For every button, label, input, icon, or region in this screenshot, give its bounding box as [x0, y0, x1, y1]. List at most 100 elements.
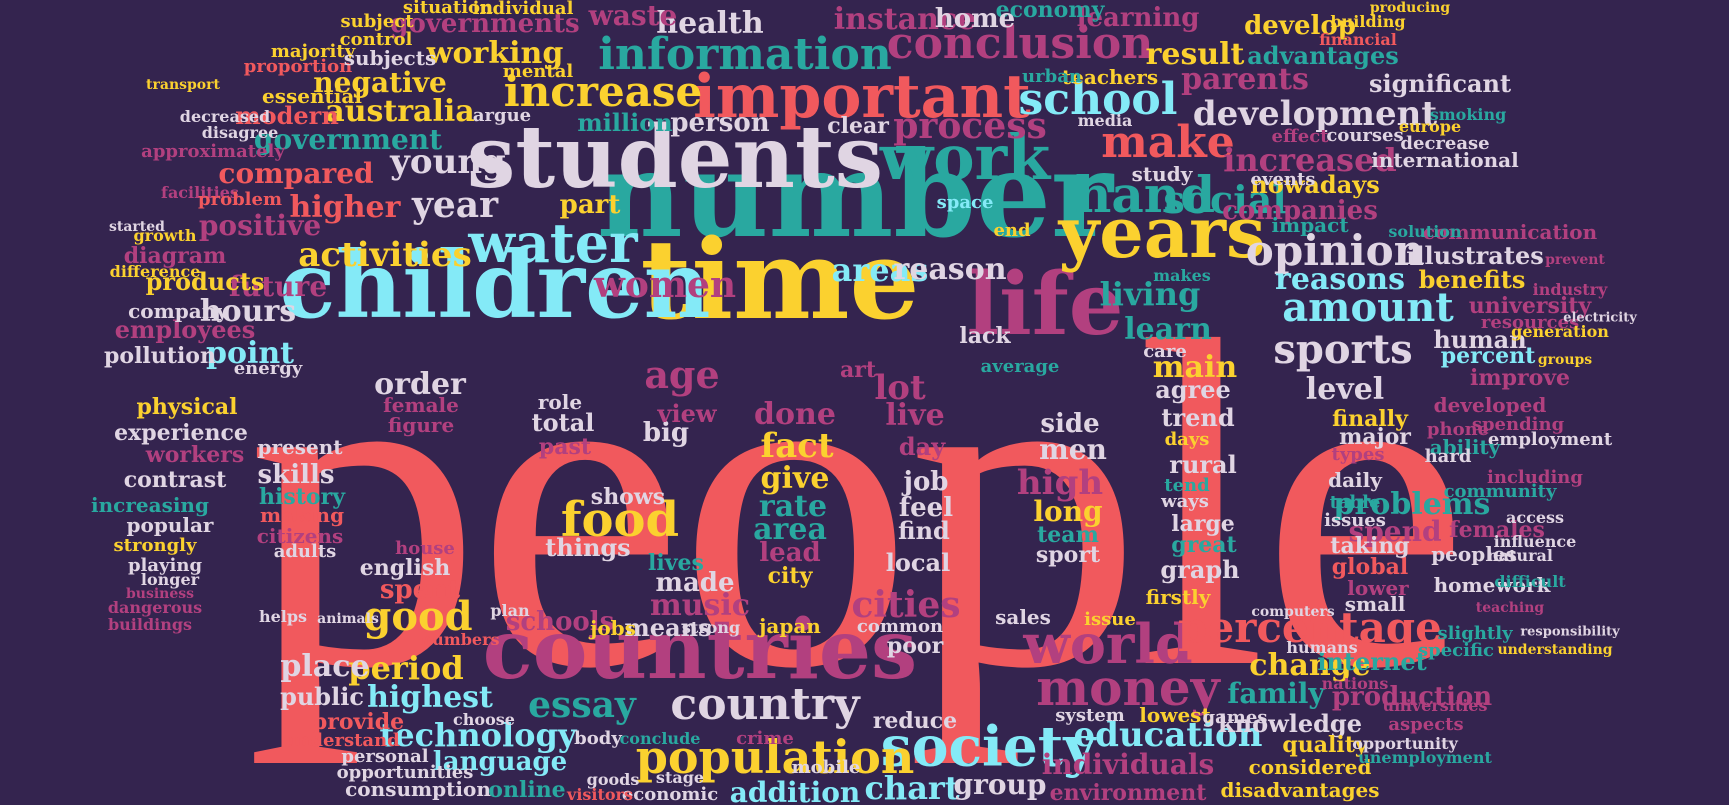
word-years: years [1058, 191, 1266, 274]
word-transport: transport [146, 77, 220, 93]
word-responsibility: responsibility [1520, 624, 1620, 640]
word-means: means [624, 613, 712, 642]
word-lowest: lowest [1139, 703, 1211, 727]
word-conclusion: conclusion [886, 18, 1154, 69]
word-approximately: approximately [141, 141, 285, 162]
word-financial: financial [1319, 30, 1397, 49]
word-visitors: visitors [567, 785, 633, 804]
word-important: important [693, 62, 1031, 132]
word-spend: spend [1348, 515, 1442, 548]
word-group: group [953, 768, 1047, 801]
word-home: home [934, 4, 1016, 34]
word-situation: situation [402, 0, 494, 18]
word-total: total [531, 408, 595, 437]
word-phone: phone [1426, 419, 1490, 440]
word-personal: personal [341, 746, 429, 767]
word-young: young [390, 142, 506, 182]
word-subjects: subjects [343, 46, 437, 70]
word-things: things [545, 533, 631, 562]
word-effect: effect [1271, 126, 1329, 147]
word-process: process [893, 105, 1047, 147]
word-end: end [993, 220, 1031, 241]
word-individual: individual [472, 0, 574, 19]
word-live: live [885, 398, 945, 433]
word-day: day [898, 432, 946, 461]
word-employment: employment [1487, 429, 1613, 450]
word-courses: courses [1326, 125, 1404, 146]
word-lack: lack [959, 323, 1011, 349]
word-disagree: disagree [201, 123, 279, 142]
word-growth: growth [133, 226, 197, 245]
word-essential: essential [262, 84, 362, 108]
word-large: large [1171, 511, 1235, 537]
word-employees: employees [114, 315, 256, 344]
word-nations: nations [1321, 674, 1389, 693]
word-computers: computers [1251, 604, 1335, 620]
word-europe: europe [1398, 117, 1462, 136]
word-food: food [560, 492, 680, 548]
word-care: care [1143, 341, 1187, 362]
word-global: global [1331, 554, 1409, 580]
word-number: number [596, 125, 1114, 264]
word-proportion: proportion [243, 56, 353, 77]
word-language: language [432, 747, 568, 777]
word-find: find [898, 516, 950, 545]
word-governments: governments [390, 9, 580, 39]
word-percent: percent [1440, 343, 1536, 369]
word-period: period [348, 649, 464, 687]
word-access: access [1505, 508, 1565, 527]
word-experience: experience [114, 420, 248, 446]
word-working: working [426, 36, 564, 71]
word-positive: positive [198, 209, 322, 242]
word-electricity: electricity [1563, 310, 1637, 326]
word-clear: clear [827, 113, 889, 139]
word-rural: rural [1169, 450, 1237, 479]
word-adults: adults [273, 541, 337, 562]
word-role: role [537, 390, 583, 414]
word-students: students [466, 107, 884, 208]
word-spending: spending [1471, 414, 1565, 435]
word-universities: universities [1382, 696, 1488, 715]
word-smoking: smoking [1429, 105, 1507, 124]
word-place: place [280, 649, 370, 684]
word-schools: schools [505, 607, 615, 637]
word-control: control [339, 29, 413, 50]
word-world: world [1023, 612, 1193, 676]
word-space: space [936, 192, 994, 213]
word-made: made [655, 568, 735, 598]
word-generation: generation [1511, 322, 1609, 341]
word-school: school [1018, 74, 1178, 125]
word-sales: sales [995, 605, 1051, 629]
word-influence: influence [1493, 532, 1577, 551]
word-cities: cities [851, 584, 961, 626]
word-learning: learning [1076, 3, 1200, 33]
word-groups: groups [1537, 352, 1593, 368]
word-women: women [593, 264, 737, 306]
word-popular: popular [126, 513, 214, 537]
word-dangerous: dangerous [107, 598, 203, 617]
word-producing: producing [1369, 0, 1451, 16]
word-small: small [1344, 592, 1406, 616]
word-urban: urban [1022, 66, 1082, 87]
word-economic: economic [621, 784, 719, 805]
word-disadvantages: disadvantages [1220, 778, 1380, 802]
word-human: human [1433, 325, 1527, 354]
word-products: products [145, 267, 265, 296]
word-trend: trend [1161, 403, 1235, 432]
word-days: days [1164, 429, 1210, 450]
word-production: production [1331, 682, 1493, 712]
word-problem: problem [198, 189, 282, 210]
word-decrease: decrease [1400, 133, 1490, 154]
word-plan: plan [490, 601, 530, 620]
word-education: education [1073, 715, 1263, 755]
word-provide: provide [311, 709, 405, 735]
word-prevent: prevent [1545, 252, 1605, 268]
word-view: view [657, 399, 717, 428]
word-contrast: contrast [123, 467, 227, 493]
word-chart: chart [864, 769, 960, 805]
word-lead: lead [759, 538, 821, 568]
word-water: water [468, 211, 638, 275]
word-female: female [383, 393, 459, 417]
word-physical: physical [136, 394, 238, 420]
